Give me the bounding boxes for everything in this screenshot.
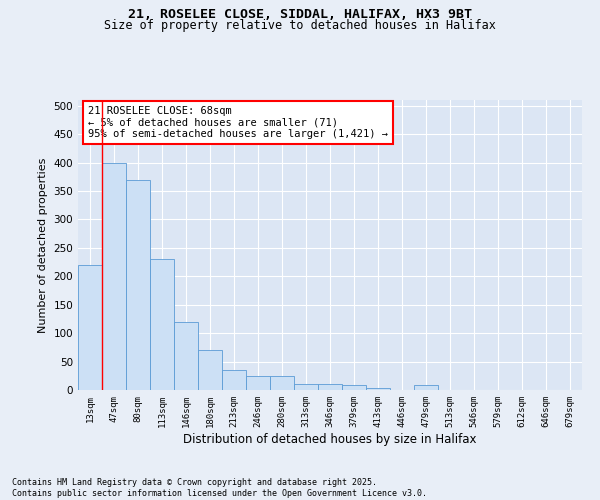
Bar (366, 388, 390, 390)
Text: 21, ROSELEE CLOSE, SIDDAL, HALIFAX, HX3 9BT: 21, ROSELEE CLOSE, SIDDAL, HALIFAX, HX3 … (128, 8, 472, 20)
Text: Size of property relative to detached houses in Halifax: Size of property relative to detached ho… (104, 18, 496, 32)
Bar (198, 350, 222, 390)
Bar (414, 386, 438, 390)
Bar (150, 259, 174, 390)
Bar (126, 180, 150, 390)
Bar (342, 386, 366, 390)
Bar (102, 162, 126, 390)
Bar (78, 265, 102, 390)
Bar (246, 376, 270, 390)
Text: 21 ROSELEE CLOSE: 68sqm
← 5% of detached houses are smaller (71)
95% of semi-det: 21 ROSELEE CLOSE: 68sqm ← 5% of detached… (88, 106, 388, 139)
Bar (270, 376, 294, 390)
Bar (294, 384, 318, 390)
Text: Contains HM Land Registry data © Crown copyright and database right 2025.
Contai: Contains HM Land Registry data © Crown c… (12, 478, 427, 498)
Bar (174, 322, 198, 390)
Y-axis label: Number of detached properties: Number of detached properties (38, 158, 48, 332)
X-axis label: Distribution of detached houses by size in Halifax: Distribution of detached houses by size … (183, 432, 477, 446)
Bar (222, 370, 246, 390)
Bar (318, 384, 342, 390)
